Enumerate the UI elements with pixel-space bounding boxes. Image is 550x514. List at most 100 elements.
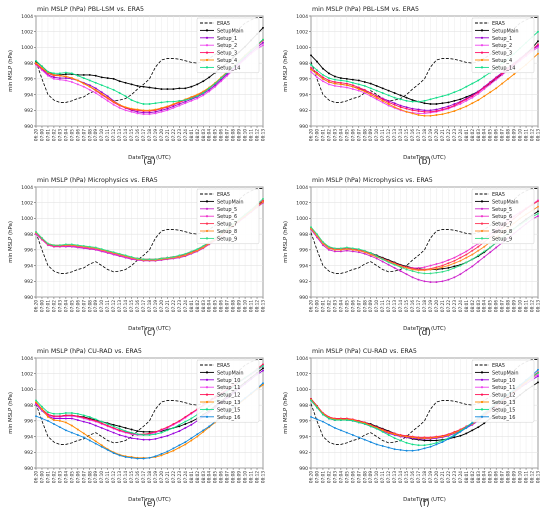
data-point-setup-8 <box>447 264 450 267</box>
x-tick-label: 07:06 <box>350 471 355 483</box>
data-point-setup-14 <box>375 89 378 92</box>
legend-marker-setup-8 <box>480 229 484 233</box>
data-point-setup-4 <box>501 82 504 85</box>
data-point-setup-16 <box>172 447 175 450</box>
y-tick-label: 1000 <box>296 387 308 393</box>
data-point-setup-9 <box>345 246 348 249</box>
data-point-setup-8 <box>339 248 342 251</box>
data-point-setup-4 <box>399 108 402 111</box>
data-point-setup-2 <box>321 80 324 83</box>
x-tick-label: 07:09 <box>93 471 98 483</box>
data-point-setup-16 <box>202 429 205 432</box>
data-point-setup-14 <box>447 93 450 96</box>
x-tick-label: 06:20 <box>34 471 39 483</box>
data-point-setup-4 <box>172 103 175 105</box>
data-point-setup-9 <box>399 266 402 269</box>
legend-marker-setup-12 <box>205 393 209 396</box>
legend-label-setup-4: Setup_4 <box>492 58 512 64</box>
data-point-setupmain <box>453 436 456 439</box>
legend-marker-setup-10 <box>205 378 209 381</box>
data-point-setup-16 <box>447 437 450 440</box>
data-point-setup-1 <box>417 108 420 111</box>
data-point-setup-5 <box>339 250 342 253</box>
data-point-setup-3 <box>321 76 324 79</box>
data-point-setup-15 <box>148 434 151 436</box>
chart-title: min MSLP (hPa) CU-RAD vs. ERA5 <box>312 348 417 355</box>
data-point-setup-14 <box>471 82 474 85</box>
y-axis-label: min MSLP (hPa) <box>8 221 14 263</box>
x-tick-label: 07:01 <box>45 471 50 483</box>
x-tick-label: 08:06 <box>494 471 499 483</box>
data-point-setupmain <box>262 26 264 29</box>
data-point-setup-13 <box>94 440 97 443</box>
data-point-setup-2 <box>142 113 145 116</box>
data-point-setup-2 <box>46 74 49 77</box>
x-tick-label: 07:07 <box>356 129 361 141</box>
data-point-setup-9 <box>316 233 318 236</box>
y-tick-label: 990 <box>24 124 33 130</box>
x-tick-label: 07:24 <box>183 471 188 483</box>
legend-marker-setup-9 <box>205 237 209 240</box>
data-point-setup-4 <box>333 82 336 85</box>
data-point-setup-9 <box>64 243 67 246</box>
data-point-setup-10 <box>130 437 133 440</box>
data-point-setupmain <box>453 265 456 268</box>
legend-label-era5: ERA5 <box>217 21 230 27</box>
data-point-setup-16 <box>82 436 85 439</box>
x-tick-label: 07:18 <box>422 471 427 483</box>
data-point-setup-14 <box>316 69 318 72</box>
x-tick-label: 07:14 <box>398 300 403 312</box>
x-axis-label: DateTime (UTC) <box>128 155 171 161</box>
data-point-setup-4 <box>423 114 426 117</box>
data-point-setupmain <box>483 422 486 425</box>
data-point-setup-2 <box>316 76 318 79</box>
data-point-setup-1 <box>226 73 229 76</box>
data-point-setup-4 <box>537 52 539 55</box>
y-tick-label: 990 <box>299 466 308 472</box>
x-tick-label: 07:13 <box>392 471 397 483</box>
data-point-setup-8 <box>441 266 444 269</box>
x-tick-label: 08:06 <box>494 129 499 141</box>
data-point-setup-4 <box>393 106 396 109</box>
data-point-setupmain <box>112 77 115 80</box>
data-point-setup-10 <box>262 369 264 372</box>
x-tick-label: 07:01 <box>320 471 325 483</box>
data-point-setup-14 <box>423 99 426 102</box>
data-point-setup-3 <box>471 95 474 98</box>
data-point-setup-10 <box>82 420 85 423</box>
x-tick-label: 07:03 <box>57 471 62 483</box>
data-point-setup-13 <box>447 434 450 436</box>
data-point-setup-14 <box>220 77 223 80</box>
data-point-setup-14 <box>321 73 324 76</box>
x-tick-label: 08:04 <box>482 471 487 483</box>
x-tick-label: 07:12 <box>111 471 116 483</box>
x-tick-label: 07:05 <box>69 471 74 483</box>
data-point-setup-16 <box>46 419 49 422</box>
data-point-setup-9 <box>100 248 103 251</box>
data-point-setup-15 <box>124 430 127 433</box>
data-point-setup-2 <box>351 88 354 91</box>
panel-label: (d) <box>418 328 431 338</box>
x-tick-label: 07:13 <box>117 129 122 141</box>
data-point-setup-15 <box>262 364 264 367</box>
data-point-setup-4 <box>351 85 354 88</box>
data-point-setup-2 <box>339 85 342 88</box>
x-tick-label: 07:17 <box>416 129 421 141</box>
data-point-setup-15 <box>118 427 121 430</box>
data-point-setup-2 <box>94 92 97 94</box>
data-point-setup-1 <box>94 87 97 90</box>
y-tick-label: 990 <box>299 124 308 130</box>
data-point-setup-2 <box>202 94 205 97</box>
x-tick-label: 08:07 <box>500 471 505 483</box>
x-tick-label: 07:04 <box>63 300 68 312</box>
legend-box <box>471 188 535 245</box>
data-point-setup-5 <box>381 260 384 263</box>
data-point-setup-15 <box>441 439 444 442</box>
x-tick-label: 07:21 <box>165 471 170 483</box>
data-point-setup-9 <box>142 258 145 261</box>
data-point-setupmain <box>453 99 456 102</box>
data-point-setup-5 <box>345 249 348 252</box>
legend-label-setup-16: Setup_16 <box>217 415 240 421</box>
x-tick-label: 07:19 <box>153 300 158 312</box>
x-tick-label: 07:22 <box>171 471 176 483</box>
